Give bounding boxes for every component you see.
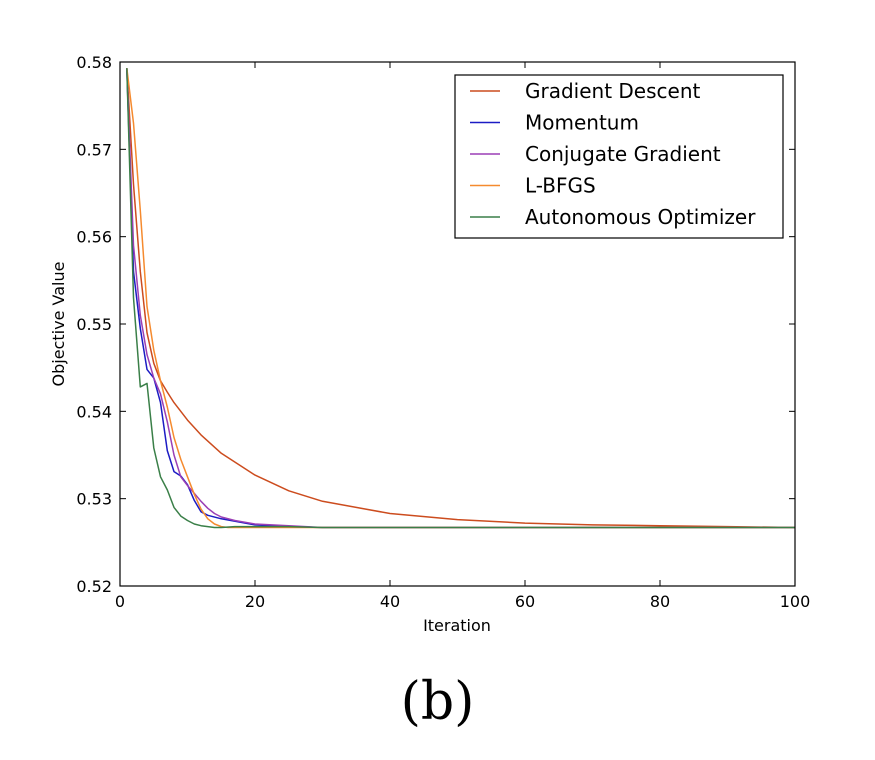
legend: Gradient Descent Momentum Conjugate Gradie… [454, 74, 784, 239]
series-layer [126, 68, 796, 529]
x-tick-label: 20 [245, 592, 265, 611]
y-tick-label: 0.56 [76, 228, 112, 247]
y-tick-label: 0.52 [76, 577, 112, 596]
x-tick-label: 40 [380, 592, 400, 611]
y-tick-label: 0.55 [76, 315, 112, 334]
figure-caption: (b) [400, 672, 475, 732]
legend-label-3: L-BFGS [525, 174, 596, 198]
y-tick-label: 0.58 [76, 53, 112, 72]
series-line-4 [126, 68, 795, 529]
x-axis-label: Iteration [423, 616, 491, 635]
y-tick-label: 0.54 [76, 402, 112, 421]
legend-label-2: Conjugate Gradient [525, 142, 721, 166]
legend-label-4: Autonomous Optimizer [525, 205, 756, 229]
series-line-0 [126, 68, 796, 529]
legend-box [454, 74, 784, 239]
x-tick-label: 0 [115, 592, 125, 611]
x-tick-label: 100 [780, 592, 811, 611]
legend-label-1: Momentum [525, 111, 639, 135]
x-tick-label: 80 [650, 592, 670, 611]
x-tick-label: 60 [515, 592, 535, 611]
y-tick-label: 0.53 [76, 490, 112, 509]
axis-ticks: 0 20 40 60 80 100 0.52 0.53 0.54 0.55 0.56 0.57 0.58 [76, 53, 810, 611]
legend-label-0: Gradient Descent [525, 79, 701, 103]
y-axis-label: Objective Value [49, 262, 68, 387]
legend-items: Gradient Descent Momentum Conjugate Gradie… [470, 79, 756, 229]
y-tick-label: 0.57 [76, 140, 112, 159]
